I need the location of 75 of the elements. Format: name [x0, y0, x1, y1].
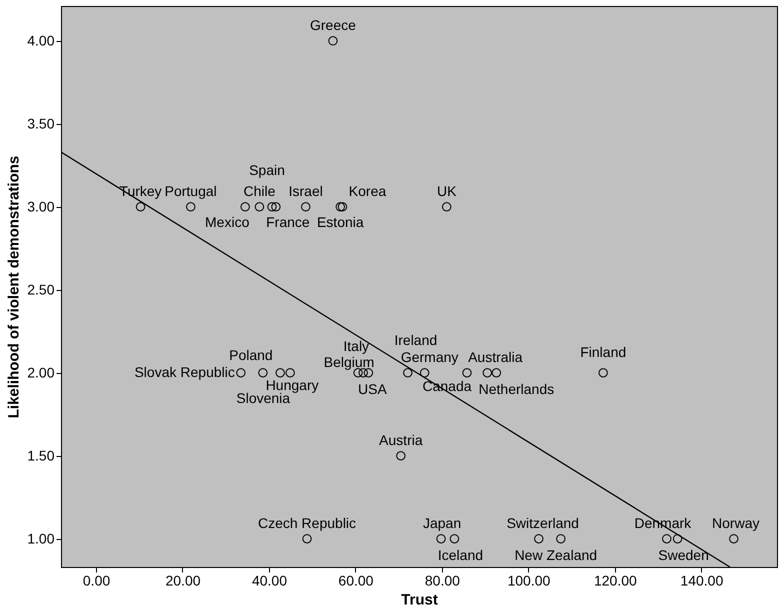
annotation: Poland: [229, 346, 273, 363]
annotation: Mexico: [205, 214, 250, 230]
annotation: Israel: [288, 182, 323, 199]
annotation: Japan: [422, 514, 462, 531]
point: [240, 202, 250, 212]
x-tick-label: 120.00: [594, 572, 637, 588]
annotation: Netherlands: [478, 380, 554, 397]
x-tick-label: 140.00: [680, 572, 724, 588]
annotation: Czech Republic: [258, 514, 356, 531]
x-axis-title: Trust: [401, 592, 438, 608]
point: [236, 368, 246, 378]
annotation: Ireland: [394, 332, 438, 348]
point: [271, 202, 281, 212]
point: [285, 368, 295, 378]
annotation: France: [266, 214, 310, 230]
point: [436, 534, 446, 544]
annotation: Switzerland: [506, 514, 579, 531]
y-axis-title: Likelihood of violent demonstrations: [5, 156, 22, 418]
point: [729, 534, 738, 544]
y-tick-label: 1.50: [27, 447, 55, 464]
y-tick-label: 2.50: [27, 281, 55, 298]
point: [534, 534, 544, 544]
annotation: Finland: [580, 344, 626, 360]
point: [403, 368, 412, 378]
annotation: Spain: [249, 162, 285, 178]
annotation: Norway: [712, 514, 760, 531]
y-tick-label: 3.00: [27, 198, 55, 214]
point: [301, 202, 310, 212]
point: [450, 534, 460, 544]
annotation: Estonia: [316, 214, 364, 230]
x-tick-label: 20.00: [165, 572, 201, 588]
annotation: Germany: [400, 348, 458, 365]
point: [267, 202, 277, 212]
point: [482, 368, 492, 378]
point: [338, 202, 348, 212]
annotation: Greece: [310, 16, 356, 33]
x-tick-label: 40.00: [252, 572, 288, 588]
y-tick-label: 4.00: [27, 32, 55, 48]
annotation: Iceland: [438, 546, 484, 563]
annotation: Italy: [343, 338, 370, 354]
x-tick-label: 80.00: [424, 572, 460, 588]
annotation: Sweden: [658, 546, 709, 563]
annotation: UK: [436, 182, 458, 199]
point: [254, 202, 264, 212]
annotation: Austria: [379, 432, 423, 448]
x-tick-label: 100.00: [507, 572, 551, 588]
point: [136, 202, 146, 212]
x-tick-label: 0.00: [82, 572, 110, 588]
point: [462, 368, 472, 378]
annotation: New Zealand: [514, 546, 598, 563]
annotation: Chile: [244, 182, 276, 199]
point: [492, 368, 502, 378]
point: [420, 368, 430, 378]
point: [258, 368, 268, 378]
x-tick-label: 60.00: [338, 572, 374, 588]
point: [276, 368, 285, 378]
point: [672, 534, 682, 544]
annotation: Portugal: [164, 182, 217, 199]
point: [396, 451, 406, 460]
annotation: USA: [358, 380, 388, 397]
annotation: Slovak Republic: [134, 364, 235, 380]
annotation: Korea: [348, 182, 386, 199]
y-tick-label: 3.50: [27, 115, 55, 132]
point: [186, 202, 196, 212]
point: [556, 534, 566, 544]
y-tick-label: 2.00: [27, 364, 55, 380]
point: [662, 534, 672, 544]
point: [336, 202, 345, 212]
point: [442, 202, 452, 212]
point: [302, 534, 312, 544]
y-tick-label: 1.00: [27, 530, 55, 546]
annotation: Australia: [468, 348, 523, 365]
point: [328, 36, 338, 46]
annotation: Belgium: [324, 354, 374, 370]
point: [598, 368, 608, 378]
